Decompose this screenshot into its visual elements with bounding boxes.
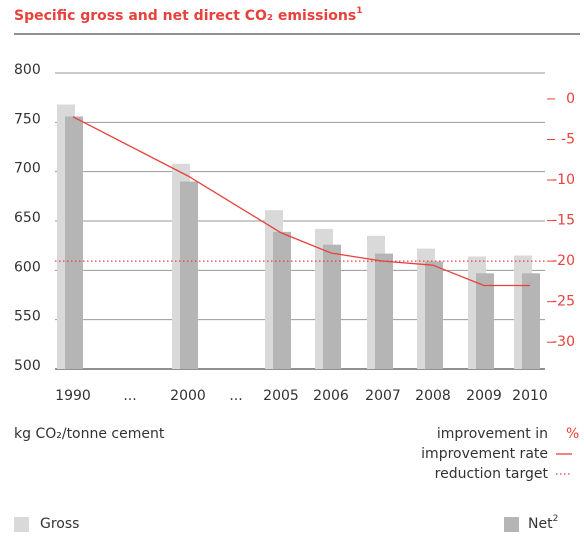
- x-tick-label: 2010: [512, 388, 548, 404]
- improvement-line: [187, 175, 282, 234]
- bar: [273, 231, 291, 369]
- title-note: 1: [356, 6, 362, 16]
- legend-label: Net2: [528, 514, 558, 533]
- x-tick-label: ...: [229, 388, 242, 404]
- legend-label: Gross: [40, 516, 79, 532]
- y-tick-label: 800: [14, 62, 41, 78]
- legend-note: 2: [553, 514, 559, 524]
- bar: [476, 273, 494, 369]
- improvement-line: [280, 232, 332, 254]
- y-tick-label: 750: [14, 111, 41, 127]
- bar: [65, 116, 83, 369]
- legend-label: improvement rate: [421, 446, 548, 462]
- bar: [522, 273, 540, 369]
- chart-title: Specific gross and net direct CO₂ emissi…: [14, 6, 362, 25]
- legend-text: Net: [528, 516, 553, 532]
- improvement-line: [330, 252, 384, 262]
- y-tick-label: 600: [14, 259, 41, 275]
- y2-unit: %: [566, 426, 579, 442]
- y2-tick-label: -10: [552, 172, 575, 188]
- y2-tick-label: 0: [566, 91, 575, 107]
- y2-tick-label: -20: [552, 253, 575, 269]
- y-axis-label: kg CO₂/tonne cement: [14, 426, 165, 442]
- improvement-line: [72, 116, 189, 177]
- x-tick-label: 2006: [313, 388, 349, 404]
- x-tick-label: 2007: [365, 388, 401, 404]
- x-tick-label: 2000: [170, 388, 206, 404]
- bar: [323, 244, 341, 369]
- legend-label: reduction target: [435, 466, 549, 482]
- bar: [425, 261, 443, 369]
- bar: [375, 253, 393, 369]
- legend-swatch: [14, 517, 29, 532]
- y2-axis-label: improvement in: [437, 426, 548, 442]
- y-tick-label: 650: [14, 210, 41, 226]
- y-tick-label: 500: [14, 358, 41, 374]
- title-text: Specific gross and net direct CO₂ emissi…: [14, 8, 356, 24]
- improvement-line: [432, 264, 485, 287]
- x-tick-label: 1990: [55, 388, 91, 404]
- y-tick-label: 550: [14, 309, 41, 325]
- y2-tick-label: -5: [561, 131, 575, 147]
- x-tick-label: 2009: [466, 388, 502, 404]
- x-tick-label: ...: [123, 388, 136, 404]
- legend-swatch: [504, 517, 519, 532]
- y-tick-label: 700: [14, 161, 41, 177]
- bar: [180, 181, 198, 369]
- improvement-line: [382, 260, 434, 266]
- y2-tick-label: -30: [552, 334, 575, 350]
- x-tick-label: 2008: [415, 388, 451, 404]
- y2-tick-label: -25: [552, 294, 575, 310]
- y2-tick-label: -15: [552, 213, 575, 229]
- x-tick-label: 2005: [263, 388, 299, 404]
